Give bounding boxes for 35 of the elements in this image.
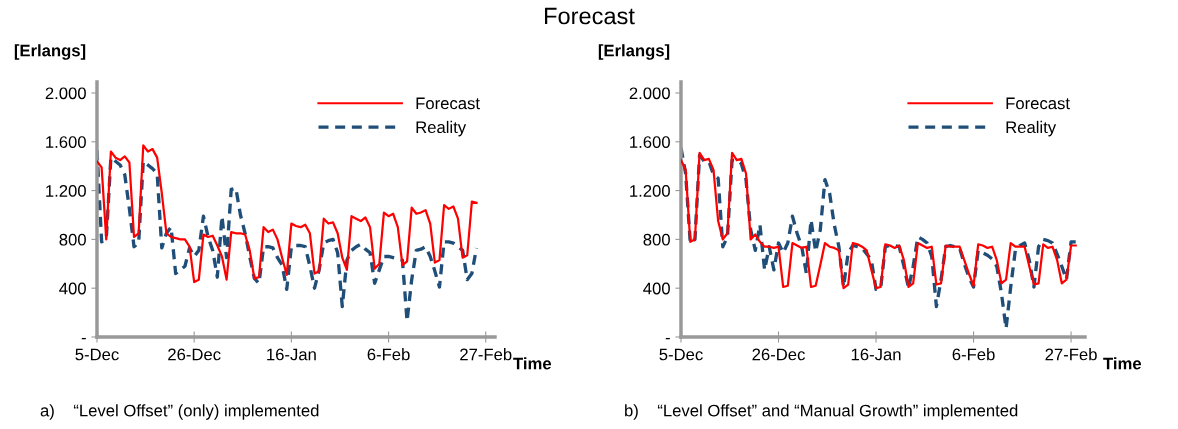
- y-tick-label: -: [665, 337, 670, 340]
- x-tick-label: 16-Jan: [267, 348, 316, 361]
- x-tick-label: 6-Feb: [952, 348, 995, 361]
- y-tick-label: 400: [59, 282, 86, 295]
- y-tick-label: -: [81, 337, 86, 340]
- text: b) “Level Offset” and “Manual Growth” implemented: [625, 404, 1018, 420]
- y-tick-label: 400: [643, 282, 670, 295]
- y-tick-label: 1.200: [630, 184, 670, 197]
- line-series: [681, 151, 1077, 290]
- x-axis-title: Time: [1103, 357, 1142, 370]
- y-tick-label: 2.000: [45, 87, 86, 100]
- x-tick-label: 26-Dec: [168, 348, 221, 361]
- x-tick-label: 5-Dec: [75, 348, 119, 361]
- x-tick-label: 27-Feb: [460, 348, 512, 361]
- y-tick-label: 1.200: [46, 184, 86, 197]
- y-tick-label: 800: [643, 233, 670, 246]
- legend-label: Reality: [1006, 120, 1057, 137]
- line-series: [97, 144, 478, 284]
- y-tick-label: 1.600: [46, 136, 86, 148]
- x-axis-title: Time: [513, 357, 552, 370]
- y-axis-title: [Erlangs]: [598, 44, 670, 60]
- text: a) “Level Offset” (only) implemented: [40, 404, 319, 420]
- y-axis-title: [Erlangs]: [14, 44, 86, 60]
- legend-label: Forecast: [416, 97, 480, 110]
- legend-label: Reality: [416, 120, 467, 137]
- x-tick-label: 26-Dec: [752, 348, 805, 361]
- y-tick-label: 800: [59, 233, 86, 246]
- x-tick-label: 6-Feb: [367, 348, 410, 361]
- x-tick-label: 5-Dec: [659, 348, 703, 361]
- x-tick-label: 16-Jan: [851, 348, 901, 361]
- y-tick-label: 2.000: [629, 87, 670, 100]
- legend-label: Forecast: [1006, 97, 1070, 110]
- y-tick-label: 1.600: [630, 136, 670, 148]
- text: Forecast: [545, 7, 635, 25]
- x-tick-label: 27-Feb: [1045, 348, 1097, 361]
